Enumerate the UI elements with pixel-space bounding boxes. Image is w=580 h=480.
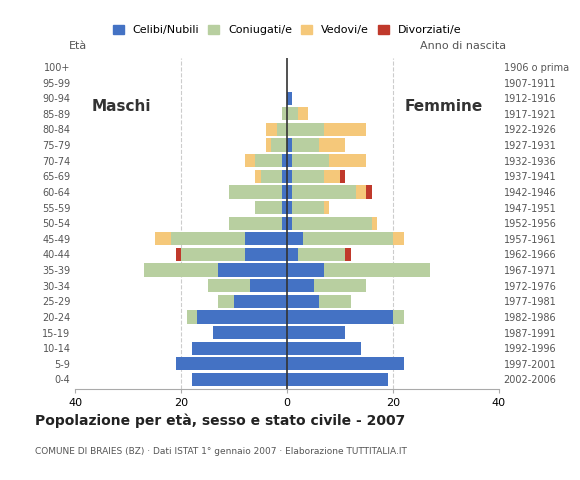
Bar [292,138,319,152]
Legend: Celibi/Nubili, Coniugati/e, Vedovi/e, Divorziati/e: Celibi/Nubili, Coniugati/e, Vedovi/e, Di… [108,20,466,39]
Bar [319,295,350,308]
Bar [287,357,404,371]
Bar [324,264,430,276]
Bar [282,201,287,214]
Bar [282,170,287,183]
Bar [282,107,287,120]
Bar [176,248,181,261]
Bar [292,154,329,168]
Text: Popolazione per età, sesso e stato civile - 2007: Popolazione per età, sesso e stato civil… [35,413,405,428]
Bar [218,264,287,276]
Bar [287,201,292,214]
Bar [298,248,345,261]
Bar [197,310,287,324]
Bar [319,138,345,152]
Bar [287,248,298,261]
Bar [298,107,309,120]
Bar [250,279,287,292]
Bar [287,310,393,324]
Bar [245,248,287,261]
Text: Età: Età [68,41,86,51]
Bar [192,342,287,355]
Bar [292,185,356,199]
Bar [287,154,292,168]
Bar [271,138,287,152]
Bar [292,216,372,230]
Bar [287,170,292,183]
Bar [282,154,287,168]
Bar [208,279,250,292]
Bar [213,326,287,339]
Bar [287,123,324,136]
Text: Femmine: Femmine [405,98,483,114]
Bar [287,279,314,292]
Bar [393,232,404,245]
Text: Maschi: Maschi [91,98,151,114]
Bar [144,264,218,276]
Bar [187,310,197,324]
Bar [229,185,282,199]
Bar [155,232,171,245]
Bar [287,342,361,355]
Bar [282,185,287,199]
Bar [287,92,292,105]
Bar [292,170,324,183]
Bar [356,185,367,199]
Bar [287,232,303,245]
Bar [287,326,345,339]
Bar [229,216,282,230]
Text: COMUNE DI BRAIES (BZ) · Dati ISTAT 1° gennaio 2007 · Elaborazione TUTTITALIA.IT: COMUNE DI BRAIES (BZ) · Dati ISTAT 1° ge… [35,446,407,456]
Bar [245,232,287,245]
Bar [260,170,282,183]
Bar [234,295,287,308]
Bar [324,170,340,183]
Bar [287,138,292,152]
Bar [329,154,367,168]
Bar [314,279,367,292]
Bar [372,216,377,230]
Bar [287,216,292,230]
Bar [282,216,287,230]
Bar [367,185,372,199]
Bar [287,295,319,308]
Bar [266,138,271,152]
Bar [303,232,393,245]
Bar [287,373,387,386]
Bar [192,373,287,386]
Bar [324,201,329,214]
Bar [287,107,298,120]
Bar [324,123,367,136]
Text: Anno di nascita: Anno di nascita [419,41,506,51]
Bar [345,248,350,261]
Bar [393,310,404,324]
Bar [171,232,245,245]
Bar [255,170,260,183]
Bar [255,154,282,168]
Bar [287,185,292,199]
Bar [218,295,234,308]
Bar [292,201,324,214]
Bar [340,170,345,183]
Bar [255,201,282,214]
Bar [277,123,287,136]
Bar [287,264,324,276]
Bar [176,357,287,371]
Bar [266,123,277,136]
Bar [245,154,255,168]
Bar [181,248,245,261]
